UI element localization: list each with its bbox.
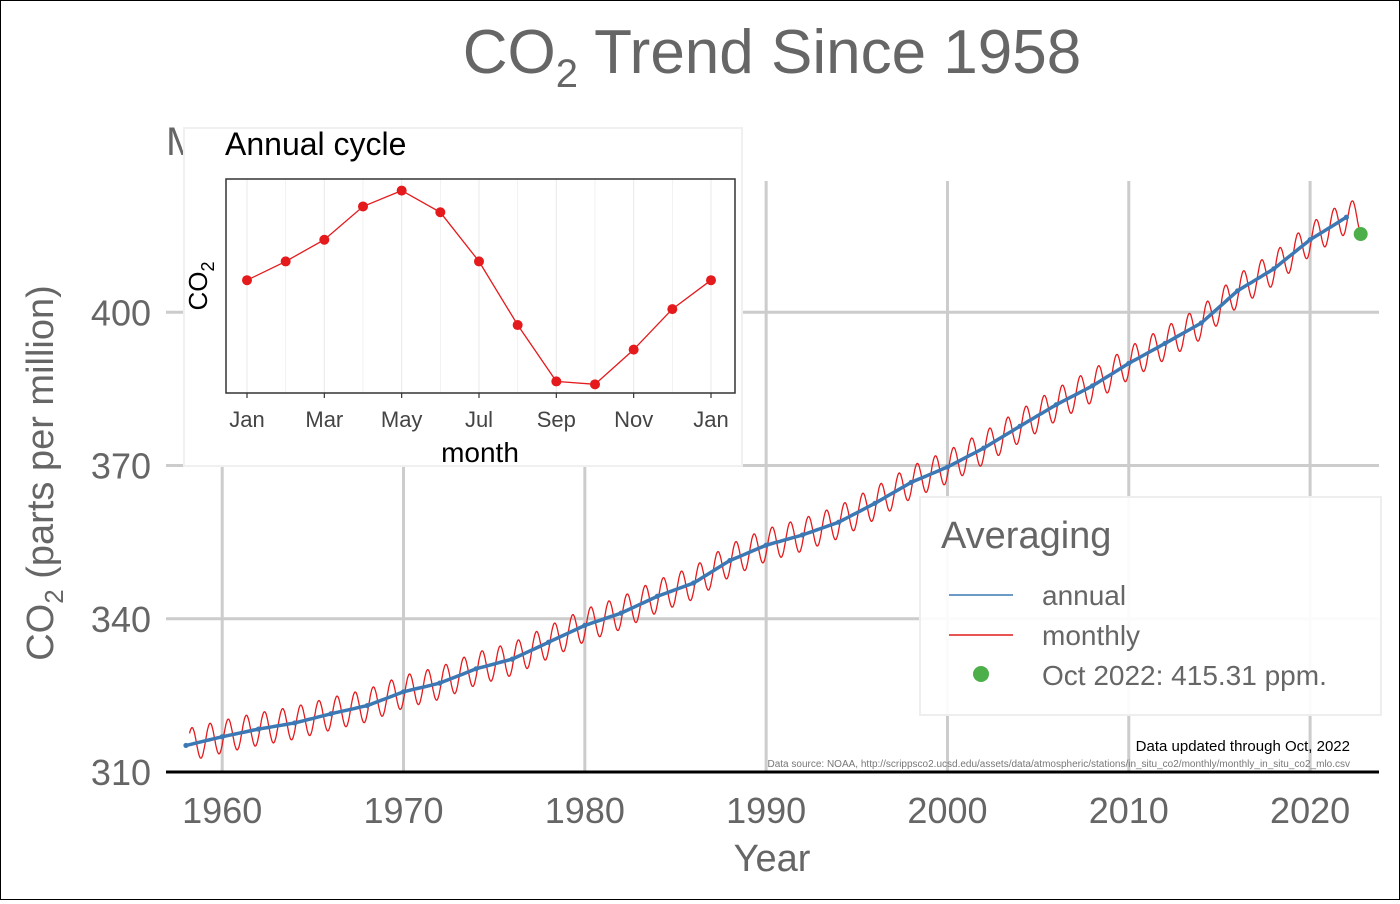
data-source-note: Data source: NOAA, http://scrippsco2.ucs… xyxy=(767,759,1350,770)
x-tick-label: 2010 xyxy=(1089,790,1169,831)
inset-cycle-point xyxy=(667,304,677,314)
annual-point xyxy=(582,623,587,628)
annual-point xyxy=(1162,341,1167,346)
annual-point xyxy=(619,611,624,616)
annual-point xyxy=(183,743,188,748)
inset-x-tick-label: Jul xyxy=(465,407,493,432)
annual-point xyxy=(1126,361,1131,366)
annual-point xyxy=(909,480,914,485)
legend-title: Averaging xyxy=(941,515,1111,557)
annual-point xyxy=(1054,402,1059,407)
annual-point xyxy=(473,666,478,671)
inset-x-tick-label: Nov xyxy=(614,407,653,432)
x-tick-labels: 1960 1970 1980 1990 2000 2010 2020 xyxy=(182,790,1350,831)
x-tick-label: 2000 xyxy=(907,790,987,831)
inset-cycle-point xyxy=(397,186,407,196)
inset-x-axis-label: month xyxy=(441,437,519,468)
annual-point xyxy=(401,689,406,694)
annual-point xyxy=(691,580,696,585)
inset-cycle-point xyxy=(242,275,252,285)
annual-point xyxy=(292,720,297,725)
y-axis-label: CO2 (parts per million) xyxy=(20,285,69,661)
annual-point xyxy=(1344,215,1349,220)
annual-point xyxy=(1271,266,1276,271)
inset-cycle-point xyxy=(474,256,484,266)
annual-point xyxy=(1199,320,1204,325)
x-tick-label: 1980 xyxy=(545,790,625,831)
inset-title: Annual cycle xyxy=(225,126,406,162)
x-tick-label: 1970 xyxy=(363,790,443,831)
annual-point xyxy=(981,446,986,451)
inset-x-tick-label: May xyxy=(381,407,423,432)
annual-point xyxy=(836,520,841,525)
annual-point xyxy=(727,558,732,563)
inset-x-tick-label: Mar xyxy=(305,407,343,432)
annual-point xyxy=(437,681,442,686)
inset-cycle-point xyxy=(706,275,716,285)
inset-cycle-point xyxy=(629,345,639,355)
legend-label-monthly: monthly xyxy=(1042,620,1140,651)
x-axis-label: Year xyxy=(734,838,811,880)
annual-point xyxy=(510,657,515,662)
latest-point-marker xyxy=(1354,227,1368,241)
annual-point xyxy=(655,594,660,599)
x-tick-label: 1990 xyxy=(726,790,806,831)
x-tick-label: 1960 xyxy=(182,790,262,831)
inset-cycle-point xyxy=(319,235,329,245)
annual-point xyxy=(328,711,333,716)
annual-point xyxy=(1017,424,1022,429)
legend-label-annual: annual xyxy=(1042,580,1126,611)
annual-point xyxy=(365,703,370,708)
inset-cycle-point xyxy=(513,320,523,330)
inset-x-tick-label: Jan xyxy=(693,407,728,432)
y-tick-label: 370 xyxy=(91,446,151,487)
annual-point xyxy=(256,726,261,731)
y-tick-labels: 310 340 370 400 xyxy=(91,292,151,793)
annual-point xyxy=(764,543,769,548)
x-tick-label: 2020 xyxy=(1270,790,1350,831)
latest-point xyxy=(1354,227,1368,241)
legend: Averaging annual monthly Oct 2022: 415.3… xyxy=(920,497,1381,715)
inset-cycle-point xyxy=(358,201,368,211)
annual-cycle-inset: Annual cycle Jan Mar May Jul Sep Nov Jan month… xyxy=(183,126,742,468)
inset-cycle-point xyxy=(435,207,445,217)
legend-label-latest: Oct 2022: 415.31 ppm. xyxy=(1042,660,1327,691)
inset-cycle-point xyxy=(551,376,561,386)
annual-point xyxy=(800,532,805,537)
y-tick-label: 310 xyxy=(91,752,151,793)
annual-point xyxy=(546,640,551,645)
annual-point xyxy=(1090,383,1095,388)
data-updated-note: Data updated through Oct, 2022 xyxy=(1136,738,1350,755)
legend-swatch-latest xyxy=(973,666,989,682)
inset-cycle-point xyxy=(590,379,600,389)
inset-x-tick-label: Jan xyxy=(229,407,264,432)
y-tick-label: 340 xyxy=(91,599,151,640)
annual-point xyxy=(1235,288,1240,293)
annual-point xyxy=(220,734,225,739)
inset-cycle-point xyxy=(281,256,291,266)
chart-title: CO2 Trend Since 1958 xyxy=(463,18,1082,96)
inset-x-tick-label: Sep xyxy=(537,407,576,432)
annual-point xyxy=(872,501,877,506)
annual-point xyxy=(1308,237,1313,242)
annual-point xyxy=(945,464,950,469)
y-tick-label: 400 xyxy=(91,292,151,333)
